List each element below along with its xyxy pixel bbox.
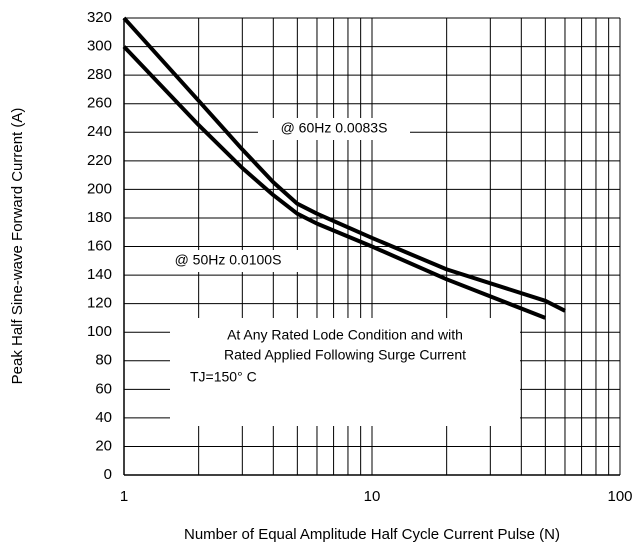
y-tick-label: 200 bbox=[87, 180, 112, 197]
y-tick-label: 120 bbox=[87, 295, 112, 312]
annotation-box bbox=[170, 318, 520, 426]
y-tick-label: 20 bbox=[95, 437, 112, 454]
y-tick-label: 80 bbox=[95, 352, 112, 369]
y-tick-label: 140 bbox=[87, 266, 112, 283]
x-tick-label: 100 bbox=[607, 488, 632, 505]
y-tick-label: 40 bbox=[95, 409, 112, 426]
y-tick-label: 300 bbox=[87, 38, 112, 55]
y-tick-label: 240 bbox=[87, 123, 112, 140]
y-axis-label: Peak Half Sine-wave Forward Current (A) bbox=[9, 108, 26, 385]
y-tick-label: 280 bbox=[87, 66, 112, 83]
y-tick-label: 180 bbox=[87, 209, 112, 226]
x-tick-label: 10 bbox=[364, 488, 381, 505]
y-tick-label: 260 bbox=[87, 95, 112, 112]
annotation: Rated Applied Following Surge Current bbox=[224, 347, 466, 363]
y-tick-label: 60 bbox=[95, 380, 112, 397]
x-tick-label: 1 bbox=[120, 488, 128, 505]
line bbox=[122, 16, 566, 313]
y-tick-label: 160 bbox=[87, 237, 112, 254]
y-tick-label: 0 bbox=[104, 466, 112, 483]
annotation-box bbox=[155, 250, 300, 272]
annotation: @ 50Hz 0.0100S bbox=[175, 252, 282, 268]
annotation: TJ=150° C bbox=[190, 369, 257, 385]
annotation: At Any Rated Lode Condition and with bbox=[227, 327, 463, 343]
y-tick-label: 320 bbox=[87, 9, 112, 26]
annotation: @ 60Hz 0.0083S bbox=[281, 120, 388, 136]
line bbox=[122, 45, 547, 320]
x-axis-label: Number of Equal Amplitude Half Cycle Cur… bbox=[184, 526, 560, 543]
y-tick-label: 100 bbox=[87, 323, 112, 340]
annotation-box bbox=[258, 118, 410, 140]
y-tick-label: 220 bbox=[87, 152, 112, 169]
